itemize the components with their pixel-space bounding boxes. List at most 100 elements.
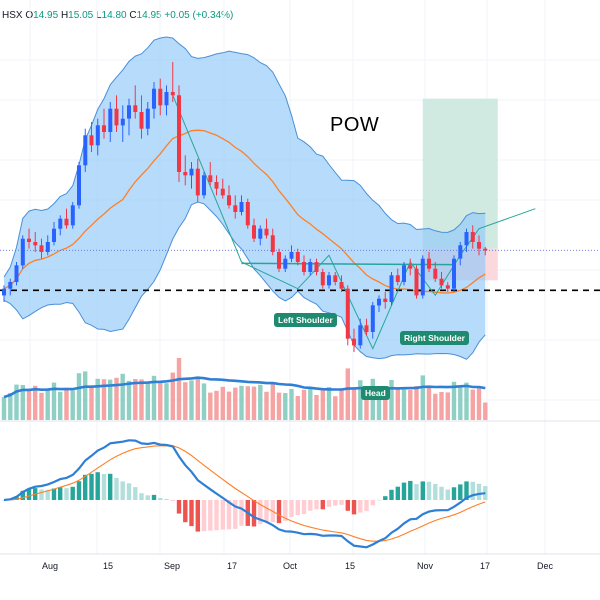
volume-bar-3 (20, 385, 25, 420)
candle-body-63 (395, 275, 400, 282)
candle-body-7 (45, 242, 50, 252)
right-shoulder-label: Right Shoulder (400, 331, 469, 345)
candle-body-67 (420, 258, 425, 296)
candle-body-68 (427, 258, 431, 269)
volume-bar-9 (58, 391, 63, 420)
candle-body-43 (270, 235, 275, 252)
candle-body-64 (402, 265, 406, 282)
volume-bar-62 (389, 380, 394, 420)
volume-bars (1, 358, 488, 420)
macd-hist-bar-8 (51, 488, 57, 500)
volume-bar-1 (8, 393, 13, 420)
macd-hist-bar-28 (176, 500, 182, 514)
volume-bar-16 (101, 379, 107, 420)
x-tick-1: 15 (102, 561, 114, 571)
volume-bar-73 (458, 386, 463, 420)
moving-average-line (3, 129, 486, 294)
volume-bar-4 (26, 389, 32, 420)
pattern-zigzag (172, 95, 536, 350)
candle-body-20 (127, 105, 131, 119)
candle-body-73 (458, 245, 463, 259)
macd-signal-line (3, 445, 486, 542)
volume-bar-36 (226, 391, 232, 420)
volume-bar-39 (245, 386, 250, 420)
volume-bar-25 (158, 382, 163, 420)
macd-hist-bar-13 (83, 474, 88, 500)
candle-body-60 (377, 298, 381, 306)
volume-bar-8 (51, 382, 57, 420)
candle-body-42 (264, 228, 269, 236)
candle-body-77 (483, 248, 488, 251)
macd-hist-bar-20 (126, 483, 132, 500)
macd-hist-bar-19 (120, 481, 125, 500)
volume-bar-56 (351, 388, 357, 420)
candle-body-53 (333, 275, 338, 282)
volume-bar-51 (320, 388, 325, 420)
head-label: Head (361, 386, 390, 400)
macd-hist-bar-58 (364, 500, 369, 512)
macd-hist-bar-75 (470, 481, 475, 500)
macd-hist-bar-36 (226, 500, 232, 530)
candle-body-37 (233, 205, 238, 212)
band-lower-line (3, 201, 486, 360)
volume-bar-17 (108, 379, 113, 420)
candle-body-59 (370, 305, 375, 332)
candle-body-14 (89, 135, 94, 146)
volume-bar-55 (345, 368, 350, 420)
volume-bar-47 (295, 396, 300, 420)
macd-panel (1, 439, 488, 549)
macd-hist-bar-10 (64, 488, 69, 500)
candle-body-31 (195, 168, 200, 196)
low-label: L (95, 10, 102, 21)
macd-hist-bar-9 (58, 487, 63, 500)
volume-bar-34 (214, 390, 219, 420)
candle-body-21 (133, 105, 138, 112)
macd-hist-bar-74 (464, 481, 469, 500)
close-value: 14.95 (136, 10, 162, 21)
candle-body-3 (20, 238, 25, 266)
volume-bar-10 (64, 387, 69, 420)
macd-hist-bar-67 (420, 481, 425, 500)
open-value: 14.95 (33, 10, 59, 21)
volume-bar-7 (45, 388, 50, 420)
volume-ma-line (3, 376, 486, 399)
candle-body-17 (108, 108, 113, 132)
macd-hist-bar-56 (351, 500, 357, 515)
candle-body-23 (145, 108, 150, 129)
bollinger-band (3, 36, 486, 360)
macd-hist-bar-42 (264, 500, 269, 523)
macd-hist-bar-47 (295, 500, 300, 515)
volume-bar-35 (220, 386, 225, 420)
volume-bar-6 (39, 392, 44, 420)
macd-hist-bar-34 (214, 500, 219, 531)
macd-hist-bar-45 (283, 500, 288, 521)
macd-hist-bar-62 (389, 489, 394, 500)
candle-body-39 (245, 202, 250, 226)
candle-body-49 (308, 262, 313, 272)
macd-hist-bar-60 (376, 499, 382, 501)
volume-bar-5 (33, 385, 38, 420)
volume-bar-24 (151, 375, 157, 420)
candle-body-6 (39, 245, 44, 252)
volume-bar-67 (420, 375, 425, 420)
candle-body-13 (83, 135, 88, 166)
volume-bar-69 (433, 393, 438, 420)
low-value: 14.80 (101, 10, 127, 21)
candle-body-22 (139, 112, 144, 129)
x-tick-3: 17 (226, 561, 238, 571)
close-label: C (129, 10, 137, 21)
volume-bar-66 (414, 386, 419, 420)
macd-hist-bar-54 (339, 500, 344, 505)
volume-bar-20 (126, 380, 132, 420)
macd-hist-bar-30 (189, 500, 194, 527)
candle-body-69 (433, 268, 438, 279)
macd-hist-bar-2 (14, 496, 19, 500)
candle-body-2 (14, 265, 19, 282)
x-tick-6: Nov (416, 561, 434, 571)
candle-body-1 (8, 282, 13, 289)
macd-hist-bar-53 (333, 500, 338, 506)
volume-bar-27 (170, 372, 175, 420)
macd-hist-bar-4 (26, 488, 32, 500)
candle-body-56 (352, 338, 356, 346)
